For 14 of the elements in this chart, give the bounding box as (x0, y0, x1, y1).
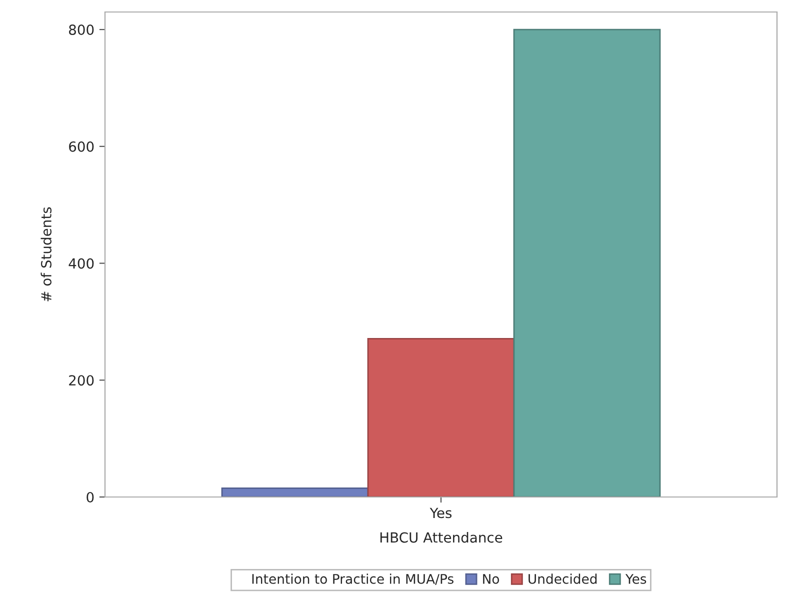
bar (367, 338, 515, 497)
y-tick-label: 400 (68, 258, 94, 269)
y-tick-label: 600 (69, 141, 94, 152)
legend-label: Yes (625, 574, 646, 584)
bar (513, 28, 661, 497)
y-tick-label: 200 (69, 375, 94, 386)
legend-title: Intention to Practice in MUA/Ps (252, 574, 454, 585)
y-axis-title: # of Students (40, 207, 52, 302)
bar (221, 488, 369, 497)
legend-label: No (483, 574, 500, 584)
y-tick-label: 800 (69, 24, 94, 36)
y-tick-label: 0 (86, 492, 94, 502)
x-axis-title: HBCU Attendance (380, 532, 502, 543)
legend-label: Undecided (528, 574, 597, 584)
